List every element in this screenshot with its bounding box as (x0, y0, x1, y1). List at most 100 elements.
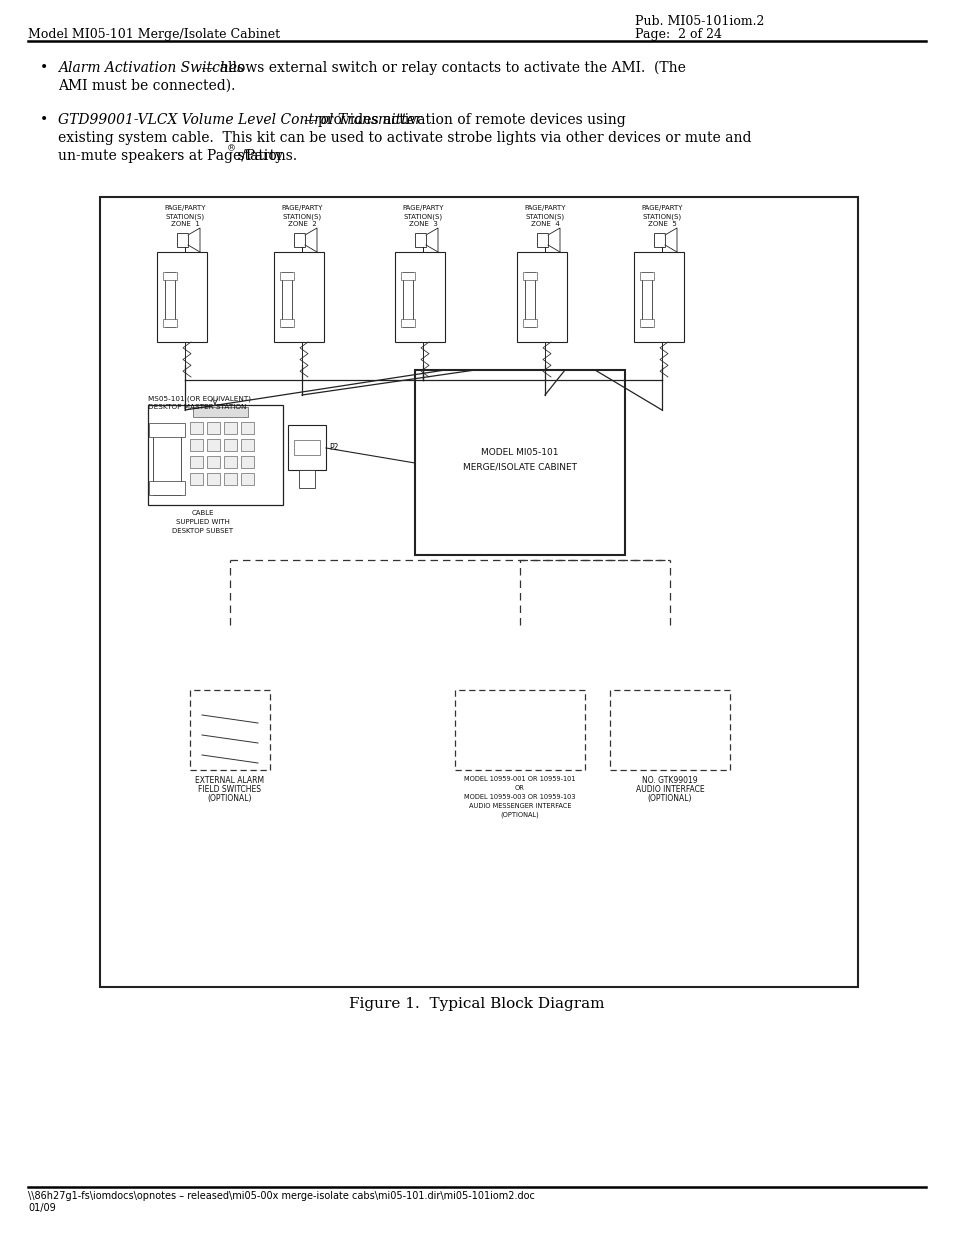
Text: MERGE/ISOLATE CABINET: MERGE/ISOLATE CABINET (462, 463, 577, 472)
Bar (241, 473, 253, 485)
Text: PAGE/PARTY: PAGE/PARTY (164, 205, 206, 211)
Bar (241, 438, 253, 451)
Text: ®: ® (227, 144, 235, 153)
Bar (100, 198, 857, 987)
Bar (522, 272, 537, 280)
Bar (634, 252, 683, 342)
Bar (190, 690, 270, 769)
Text: DESKTOP SUBSET: DESKTOP SUBSET (172, 529, 233, 534)
Text: PAGE/PARTY: PAGE/PARTY (281, 205, 322, 211)
Bar (288, 425, 326, 471)
Bar (395, 252, 444, 342)
Polygon shape (426, 228, 437, 252)
Text: 01/09: 01/09 (28, 1203, 55, 1213)
Text: existing system cable.  This kit can be used to activate strobe lights via other: existing system cable. This kit can be u… (58, 131, 751, 144)
Text: (OPTIONAL): (OPTIONAL) (208, 794, 252, 803)
Bar (190, 422, 203, 433)
Bar (207, 456, 220, 468)
Bar (455, 690, 584, 769)
Bar (207, 473, 220, 485)
Bar (149, 480, 185, 495)
Bar (537, 233, 547, 247)
Polygon shape (305, 228, 316, 252)
Bar (224, 456, 236, 468)
Text: STATION(S): STATION(S) (282, 212, 321, 220)
Text: MODEL MI05-101: MODEL MI05-101 (480, 448, 558, 457)
Bar (224, 438, 236, 451)
Text: stations.: stations. (233, 149, 296, 163)
Text: Pub. MI05-101iom.2: Pub. MI05-101iom.2 (635, 15, 763, 28)
Text: AUDIO INTERFACE: AUDIO INTERFACE (635, 785, 703, 794)
Text: —provides activation of remote devices using: —provides activation of remote devices u… (304, 112, 625, 127)
Text: NO. GTK99019: NO. GTK99019 (641, 776, 697, 785)
Polygon shape (188, 228, 200, 252)
Text: AMI must be connected).: AMI must be connected). (58, 79, 235, 93)
Text: STATION(S): STATION(S) (641, 212, 680, 220)
Text: DESKTOP MASTER STATION: DESKTOP MASTER STATION (148, 404, 246, 410)
Text: (OPTIONAL): (OPTIONAL) (500, 811, 538, 819)
Bar (654, 233, 664, 247)
Bar (149, 424, 185, 437)
Polygon shape (664, 228, 677, 252)
Text: un-mute speakers at Page/Party: un-mute speakers at Page/Party (58, 149, 283, 163)
Bar (280, 272, 294, 280)
Bar (207, 438, 220, 451)
Bar (207, 422, 220, 433)
Bar (641, 272, 651, 327)
Bar (517, 252, 566, 342)
Bar (190, 473, 203, 485)
Bar (524, 272, 535, 327)
Text: MS05-101 (OR EQUIVALENT): MS05-101 (OR EQUIVALENT) (148, 395, 251, 401)
Bar (402, 272, 413, 327)
Text: (OPTIONAL): (OPTIONAL) (647, 794, 692, 803)
Bar (294, 233, 305, 247)
Bar (294, 440, 319, 454)
Text: STATION(S): STATION(S) (165, 212, 204, 220)
Text: GTD99001-VLCX Volume Level Control Transmitter: GTD99001-VLCX Volume Level Control Trans… (58, 112, 421, 127)
Text: ZONE  3: ZONE 3 (408, 221, 437, 227)
Bar (522, 319, 537, 327)
Bar (224, 422, 236, 433)
Text: STATION(S): STATION(S) (403, 212, 442, 220)
Bar (163, 319, 177, 327)
Text: AUDIO MESSENGER INTERFACE: AUDIO MESSENGER INTERFACE (468, 803, 571, 809)
Bar (241, 456, 253, 468)
Text: ZONE  2: ZONE 2 (287, 221, 316, 227)
Bar (400, 272, 415, 280)
Text: ZONE  4: ZONE 4 (530, 221, 558, 227)
Text: Page:  2 of 24: Page: 2 of 24 (635, 28, 721, 41)
Bar (415, 233, 426, 247)
Bar (639, 319, 654, 327)
Bar (415, 370, 624, 555)
Text: EXTERNAL ALARM: EXTERNAL ALARM (195, 776, 264, 785)
Bar (241, 422, 253, 433)
Bar (298, 471, 314, 488)
Text: FIELD SWITCHES: FIELD SWITCHES (198, 785, 261, 794)
Text: SUPPLIED WITH: SUPPLIED WITH (176, 519, 230, 525)
Text: OR: OR (515, 785, 524, 790)
Text: P2: P2 (329, 443, 338, 452)
Text: Model MI05-101 Merge/Isolate Cabinet: Model MI05-101 Merge/Isolate Cabinet (28, 28, 280, 41)
Text: CABLE: CABLE (192, 510, 214, 516)
Bar (400, 319, 415, 327)
Bar (190, 438, 203, 451)
Bar (193, 408, 248, 417)
Text: PAGE/PARTY: PAGE/PARTY (524, 205, 565, 211)
Bar (163, 272, 177, 280)
Bar (639, 272, 654, 280)
Bar (190, 456, 203, 468)
Text: •: • (40, 61, 49, 75)
Bar (280, 319, 294, 327)
Bar (165, 272, 174, 327)
Text: Figure 1.  Typical Block Diagram: Figure 1. Typical Block Diagram (349, 997, 604, 1011)
Text: — allows external switch or relay contacts to activate the AMI.  (The: — allows external switch or relay contac… (196, 61, 685, 75)
Bar (274, 252, 324, 342)
Text: PAGE/PARTY: PAGE/PARTY (402, 205, 443, 211)
Text: \\86h27g1-fs\iomdocs\opnotes – released\mi05-00x merge-isolate cabs\mi05-101.dir: \\86h27g1-fs\iomdocs\opnotes – released\… (28, 1191, 535, 1200)
Text: Alarm Activation Switches: Alarm Activation Switches (58, 61, 244, 75)
Bar (152, 425, 181, 495)
Text: STATION(S): STATION(S) (525, 212, 564, 220)
Text: PAGE/PARTY: PAGE/PARTY (640, 205, 682, 211)
Text: MODEL 10959-001 OR 10959-101: MODEL 10959-001 OR 10959-101 (464, 776, 576, 782)
Bar (609, 690, 729, 769)
